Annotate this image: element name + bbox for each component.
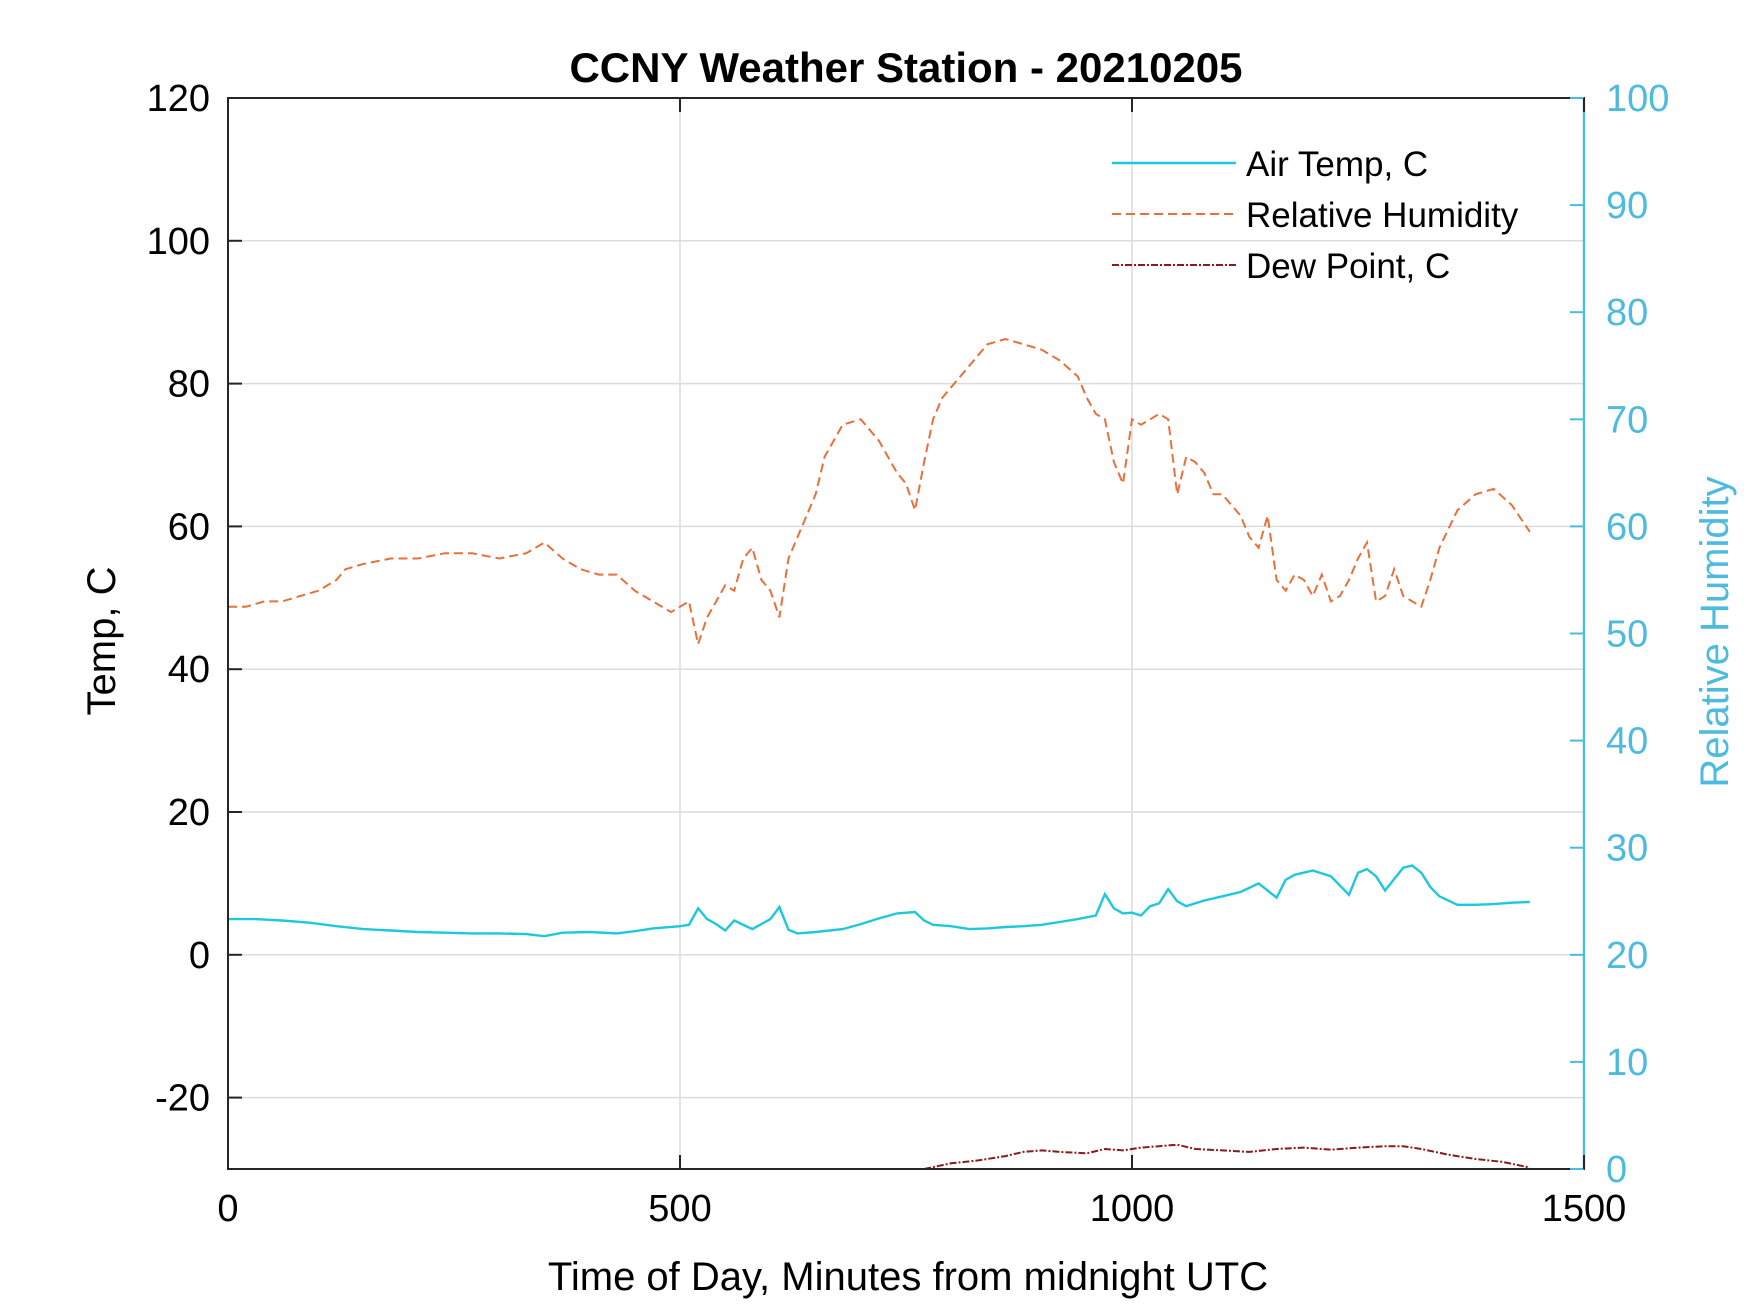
legend-label-relative-humidity: Relative Humidity [1246,196,1519,235]
y-tick-label-left: 0 [189,935,210,977]
series-line-air-temp [228,864,1530,938]
x-tick-label: 1500 [1542,1188,1627,1230]
y-tick-label-right: 10 [1606,1042,1648,1084]
y-tick-label-left: 20 [168,792,210,834]
x-tick-label: 500 [648,1188,711,1230]
y-tick-label-right: 70 [1606,399,1648,441]
y-tick-label-right: 40 [1606,721,1648,763]
x-axis-label: Time of Day, Minutes from midnight UTC [548,1255,1268,1299]
legend-label-dew-point: Dew Point, C [1246,247,1450,286]
y-tick-label-right: 100 [1606,78,1669,120]
legend: Air Temp, C Relative Humidity Dew Point,… [1112,145,1519,286]
legend-label-air-temp: Air Temp, C [1246,145,1428,184]
x-tick-label: 1000 [1090,1188,1175,1230]
chart-title: CCNY Weather Station - 20210205 [569,44,1242,91]
x-tick-label: 0 [217,1188,238,1230]
grid [228,98,1584,1169]
y-axis-label-left: Temp, C [80,567,124,716]
y-tick-label-right: 60 [1606,506,1648,548]
y-tick-label-left: 100 [147,221,210,263]
y-axis-label-right: Relative Humidity [1693,476,1737,787]
x-axis-ticks: 0 500 1000 1500 [217,98,1626,1230]
series-line-relative-humidity [228,337,1531,648]
right-axis-ticks: 0 10 20 30 40 50 60 70 80 90 100 [1570,78,1669,1191]
y-tick-label-right: 20 [1606,935,1648,977]
y-tick-label-right: 80 [1606,292,1648,334]
y-tick-label-right: 50 [1606,614,1648,656]
series-line-dew-point [923,1143,1531,1170]
y-tick-label-left: 80 [168,364,210,406]
y-tick-label-left: 40 [168,649,210,691]
plot-area [228,337,1531,1170]
y-tick-label-left: 60 [168,506,210,548]
y-tick-label-left: -20 [155,1078,210,1120]
y-tick-label-right: 30 [1606,828,1648,870]
left-axis-ticks: -20 0 20 40 60 80 100 120 [147,78,242,1120]
y-tick-label-right: 0 [1606,1149,1627,1191]
y-tick-label-right: 90 [1606,185,1648,227]
y-tick-label-left: 120 [147,78,210,120]
